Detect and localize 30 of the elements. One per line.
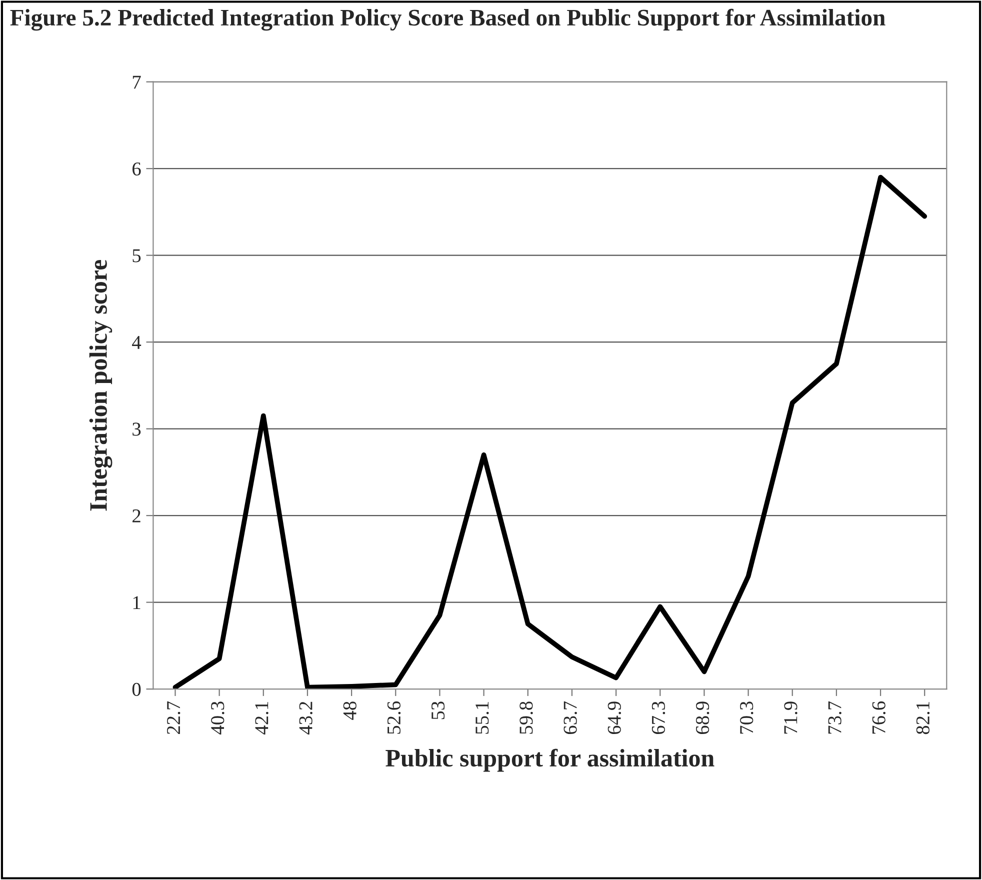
x-tick-label: 40.3 <box>211 702 224 734</box>
y-tick-label: 0 <box>132 682 141 696</box>
x-tick-label: 68.9 <box>696 702 710 734</box>
y-tick-label: 7 <box>132 76 141 89</box>
y-tick-label: 3 <box>132 422 141 436</box>
x-tick-label: 52.6 <box>387 701 401 734</box>
x-tick-label: 67.3 <box>652 702 666 734</box>
line-series <box>172 174 928 690</box>
x-tick-label: 76.6 <box>872 701 886 734</box>
y-axis-title: Integration policy score <box>89 260 112 511</box>
x-tick-label: 64.9 <box>608 702 621 734</box>
x-tick-label: 63.7 <box>564 701 577 734</box>
x-tick-label: 53 <box>432 702 445 720</box>
y-tick-label: 4 <box>132 336 142 349</box>
x-tick-label: 22.7 <box>167 701 180 734</box>
x-axis-title: Public support for assimilation <box>386 748 714 772</box>
x-tick-label: 48 <box>343 702 356 720</box>
x-tick-label: 71.9 <box>784 702 798 734</box>
x-tick-label: 55.1 <box>476 702 489 734</box>
x-tick-label: 73.7 <box>828 701 842 734</box>
x-tick-label: 42.1 <box>255 702 268 734</box>
y-tick-label: 2 <box>132 509 140 522</box>
y-tick-label: 6 <box>132 162 141 176</box>
y-tick-label: 1 <box>133 596 140 610</box>
x-tick-label: 70.3 <box>740 702 754 734</box>
x-tick-label: 59.8 <box>520 702 533 734</box>
x-tick-label: 43.2 <box>299 702 312 734</box>
x-tick-label: 82.1 <box>916 702 930 734</box>
chart-title: Figure 5.2 Predicted Integration Policy Score Based on Public Support for Assimilation <box>10 8 886 31</box>
y-tick-label: 5 <box>132 249 141 262</box>
